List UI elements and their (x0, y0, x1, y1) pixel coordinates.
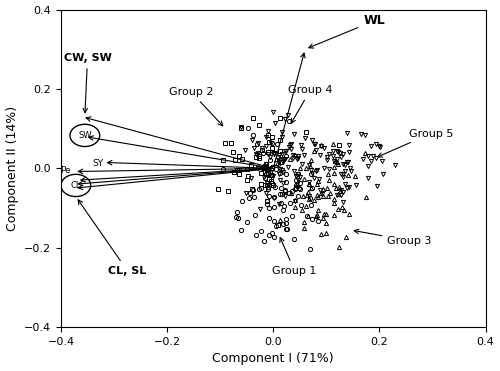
Text: Group 4: Group 4 (288, 85, 333, 123)
X-axis label: Component I (71%): Component I (71%) (212, 352, 334, 365)
Text: SW: SW (78, 131, 92, 140)
Text: Group 3: Group 3 (354, 229, 432, 246)
Text: Group 5: Group 5 (378, 129, 453, 157)
Text: CL, SL: CL, SL (78, 200, 146, 276)
Text: WL: WL (309, 14, 385, 48)
Y-axis label: Component II (14%): Component II (14%) (6, 106, 18, 231)
Text: SY: SY (93, 159, 104, 168)
Text: CW, SW: CW, SW (64, 53, 112, 113)
Text: Pe: Pe (60, 166, 70, 175)
Text: Group 1: Group 1 (272, 237, 316, 276)
Text: Group 2: Group 2 (168, 87, 222, 126)
Text: CL: CL (70, 181, 81, 190)
